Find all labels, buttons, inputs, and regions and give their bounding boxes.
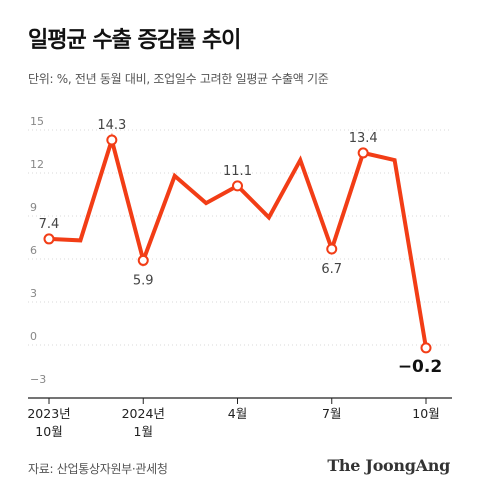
y-tick-label: 0 bbox=[30, 330, 37, 343]
y-tick-label: 3 bbox=[30, 287, 37, 300]
x-tick-label: 2023년 bbox=[27, 406, 70, 421]
x-tick-label: 10월 bbox=[35, 424, 62, 439]
data-point-marker bbox=[232, 180, 243, 192]
y-tick-label: 15 bbox=[30, 115, 44, 128]
data-point-marker bbox=[43, 233, 55, 245]
x-tick-label: 10월 bbox=[412, 406, 439, 421]
data-point-marker bbox=[137, 254, 149, 266]
publisher-logo: The JoongAng bbox=[327, 456, 450, 475]
x-tick-label: 7월 bbox=[322, 406, 341, 421]
source-note: 자료: 산업통상자원부·관세청 bbox=[28, 462, 168, 476]
data-label: 14.3 bbox=[97, 118, 126, 133]
chart-subtitle: 단위: %, 전년 동월 대비, 조업일수 고려한 일평균 수출액 기준 bbox=[28, 72, 329, 86]
data-point-marker bbox=[106, 134, 118, 146]
data-label: 6.7 bbox=[321, 262, 342, 277]
y-tick-label: 9 bbox=[30, 201, 37, 214]
x-tick-label: 4월 bbox=[228, 406, 247, 421]
y-tick-label: −3 bbox=[30, 373, 46, 386]
data-point-marker bbox=[357, 147, 369, 159]
data-label: 13.4 bbox=[349, 131, 378, 146]
data-point-marker bbox=[420, 342, 432, 354]
data-label: 7.4 bbox=[39, 217, 60, 232]
data-label: −0.2 bbox=[398, 357, 442, 377]
chart-title: 일평균 수출 증감률 추이 bbox=[28, 28, 241, 53]
data-point-marker bbox=[326, 243, 338, 255]
x-tick-label: 1월 bbox=[134, 424, 153, 439]
x-tick-label: 2024년 bbox=[122, 406, 165, 421]
y-tick-label: 12 bbox=[30, 158, 44, 171]
y-tick-label: 6 bbox=[30, 244, 37, 257]
data-label: 5.9 bbox=[133, 273, 154, 288]
data-label: 11.1 bbox=[223, 164, 252, 179]
